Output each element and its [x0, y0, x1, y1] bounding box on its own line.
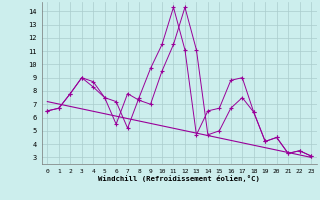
X-axis label: Windchill (Refroidissement éolien,°C): Windchill (Refroidissement éolien,°C) [98, 175, 260, 182]
